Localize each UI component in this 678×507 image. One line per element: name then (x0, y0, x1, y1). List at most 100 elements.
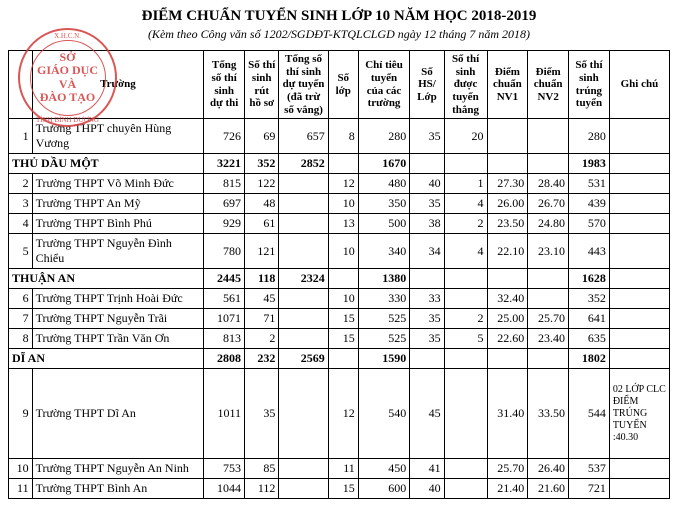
cell-value: 38 (410, 214, 444, 234)
table-row: 4Trường THPT Bình Phú929611350038223.502… (9, 214, 670, 234)
cell-value: 26.40 (528, 459, 569, 479)
cell-value: 35 (410, 309, 444, 329)
cell-value (609, 289, 669, 309)
table-group-row: THUẬN AN2445118232413801628 (9, 269, 670, 289)
cell-value: 813 (204, 329, 245, 349)
cell-value: 35 (410, 119, 444, 154)
cell-school-name: Trường THPT Trịnh Hoài Đức (32, 289, 204, 309)
table-row: 9Trường THPT Dĩ An101135125404531.4033.5… (9, 369, 670, 459)
cell-value: 02 LỚP CLC ĐIỂM TRÚNG TUYỂN :40.30 (609, 369, 669, 459)
cell-value: 23.50 (487, 214, 528, 234)
cell-school-name: Trường THPT Bình An (32, 479, 204, 499)
cell-value: 1011 (204, 369, 245, 459)
cell-value (609, 329, 669, 349)
cell-value: 31.40 (487, 369, 528, 459)
cell-value: 11 (328, 459, 358, 479)
cell-value: 600 (358, 479, 410, 499)
cell-value (528, 154, 569, 174)
group-name: DĨ AN (9, 349, 204, 369)
cell-value (528, 289, 569, 309)
cell-value: 45 (410, 369, 444, 459)
cell-value (609, 234, 669, 269)
cell-value (279, 329, 328, 349)
col-du-tuyen: Tổng số thí sinh dự tuyển (đã trừ số vắn… (279, 51, 328, 119)
cell-stt: 5 (9, 234, 33, 269)
col-tong-du-thi: Tổng số thí sinh dự thi (204, 51, 245, 119)
admission-table: Trường Tổng số thí sinh dự thi Số thí si… (8, 50, 670, 499)
cell-stt: 2 (9, 174, 33, 194)
cell-stt: 4 (9, 214, 33, 234)
cell-value: 40 (410, 479, 444, 499)
cell-value: 40 (410, 174, 444, 194)
cell-value (444, 349, 487, 369)
cell-school-name: Trường THPT Nguyễn Trãi (32, 309, 204, 329)
cell-value: 12 (328, 174, 358, 194)
cell-value: 2569 (279, 349, 328, 369)
cell-stt: 3 (9, 194, 33, 214)
cell-school-name: Trường THPT chuyên Hùng Vương (32, 119, 204, 154)
cell-value: 15 (328, 309, 358, 329)
cell-value: 780 (204, 234, 245, 269)
col-rut-ho-so: Số thí sinh rút hồ sơ (245, 51, 279, 119)
table-row: 1Trường THPT chuyên Hùng Vương7266965782… (9, 119, 670, 154)
cell-value: 1802 (569, 349, 610, 369)
cell-stt: 6 (9, 289, 33, 309)
cell-value (487, 349, 528, 369)
cell-value (528, 269, 569, 289)
cell-value: 26.70 (528, 194, 569, 214)
cell-value: 35 (410, 329, 444, 349)
cell-value: 22.60 (487, 329, 528, 349)
cell-value (609, 269, 669, 289)
cell-value: 280 (569, 119, 610, 154)
table-row: 11Trường THPT Bình An1044112156004021.40… (9, 479, 670, 499)
cell-value: 697 (204, 194, 245, 214)
cell-value: 350 (358, 194, 410, 214)
cell-value: 4 (444, 194, 487, 214)
cell-value: 1983 (569, 154, 610, 174)
col-chi-tieu: Chỉ tiêu tuyển của các trường (358, 51, 410, 119)
cell-value: 45 (245, 289, 279, 309)
cell-value: 25.70 (528, 309, 569, 329)
cell-value: 71 (245, 309, 279, 329)
cell-value: 23.10 (528, 234, 569, 269)
cell-value: 1380 (358, 269, 410, 289)
cell-value: 2324 (279, 269, 328, 289)
cell-value: 34 (410, 234, 444, 269)
col-ghi-chu: Ghi chú (609, 51, 669, 119)
cell-value: 24.80 (528, 214, 569, 234)
cell-value: 657 (279, 119, 328, 154)
table-row: 10Trường THPT Nguyễn An Ninh753851145041… (9, 459, 670, 479)
cell-value: 27.30 (487, 174, 528, 194)
table-header-row: Trường Tổng số thí sinh dự thi Số thí si… (9, 51, 670, 119)
cell-value: 1071 (204, 309, 245, 329)
cell-value: 480 (358, 174, 410, 194)
cell-value: 15 (328, 479, 358, 499)
cell-value (487, 269, 528, 289)
cell-value: 26.00 (487, 194, 528, 214)
cell-value: 1628 (569, 269, 610, 289)
cell-value: 635 (569, 329, 610, 349)
cell-value: 929 (204, 214, 245, 234)
cell-value (410, 269, 444, 289)
cell-stt: 7 (9, 309, 33, 329)
cell-value: 10 (328, 194, 358, 214)
cell-value (444, 154, 487, 174)
page-title: ĐIỂM CHUẨN TUYỂN SINH LỚP 10 NĂM HỌC 201… (8, 8, 670, 25)
cell-value: 450 (358, 459, 410, 479)
cell-school-name: Trường THPT Nguyễn Đình Chiểu (32, 234, 204, 269)
cell-value (487, 154, 528, 174)
cell-value: 20 (444, 119, 487, 154)
cell-value: 21.60 (528, 479, 569, 499)
cell-value (279, 214, 328, 234)
cell-value: 121 (245, 234, 279, 269)
cell-value: 753 (204, 459, 245, 479)
cell-value: 1 (444, 174, 487, 194)
cell-value (609, 349, 669, 369)
cell-value: 13 (328, 214, 358, 234)
cell-school-name: Trường THPT Bình Phú (32, 214, 204, 234)
cell-value: 280 (358, 119, 410, 154)
cell-value: 570 (569, 214, 610, 234)
cell-school-name: Trường THPT Trần Văn Ơn (32, 329, 204, 349)
cell-value: 12 (328, 369, 358, 459)
cell-value (609, 119, 669, 154)
